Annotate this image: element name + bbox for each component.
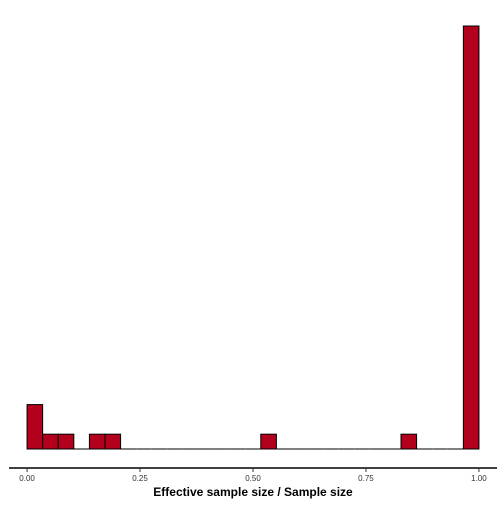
histogram-bar-2 — [57, 433, 75, 450]
ticks-layer: 0.00 0.25 0.50 0.75 1.00 — [19, 468, 487, 483]
histogram-bar-4 — [88, 433, 106, 450]
histogram-bar-15 — [260, 433, 277, 450]
histogram-bar-0 — [26, 404, 44, 450]
bars-layer — [26, 25, 480, 450]
histogram-bar-5 — [104, 433, 122, 450]
x-tick-label-4: 1.00 — [471, 474, 487, 483]
histogram-bar-28 — [462, 25, 480, 450]
histogram-bar-24 — [400, 433, 418, 450]
histogram-bar-1 — [42, 433, 59, 450]
x-tick-label-3: 0.75 — [358, 474, 374, 483]
x-tick-label-0: 0.00 — [19, 474, 35, 483]
x-axis-title: Effective sample size / Sample size — [153, 485, 353, 499]
x-tick-label-1: 0.25 — [132, 474, 148, 483]
x-tick-label-2: 0.50 — [245, 474, 261, 483]
